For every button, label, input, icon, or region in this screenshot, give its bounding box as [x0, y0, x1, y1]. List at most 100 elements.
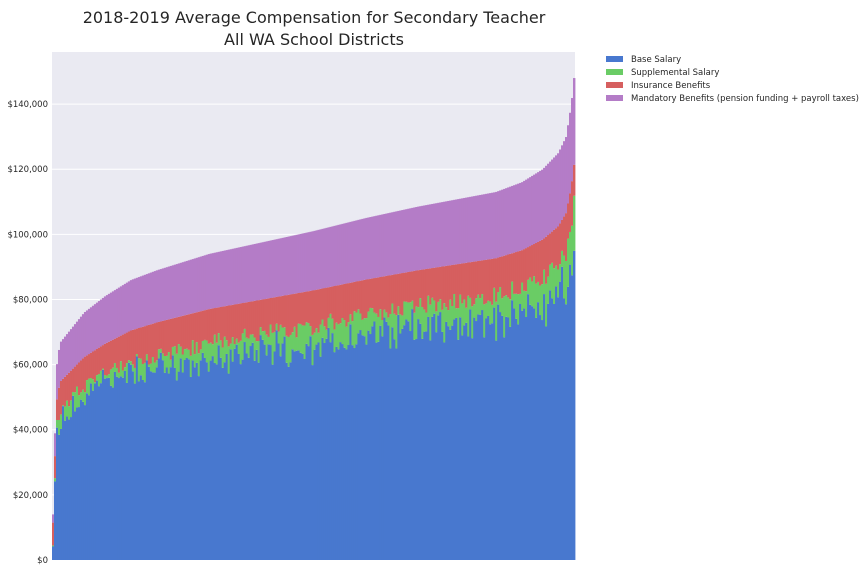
insurance-benefits-segment [311, 290, 314, 335]
supplemental-salary-segment [199, 349, 203, 361]
base-salary-segment [463, 325, 466, 560]
mandatory-benefits-segment [149, 272, 153, 325]
district-bar [399, 210, 402, 560]
insurance-benefits-segment [173, 317, 177, 347]
base-salary-segment [443, 342, 446, 560]
supplemental-salary-segment [435, 311, 438, 333]
insurance-benefits-segment [137, 327, 141, 359]
district-bar [119, 286, 123, 560]
district-bar [403, 209, 406, 560]
insurance-benefits-segment [119, 335, 123, 362]
y-axis-tick-labels: $0 $20,000 $40,000 $60,000 $80,000 $100,000 $1… [7, 100, 48, 566]
district-bar [71, 326, 75, 560]
base-salary-segment [327, 327, 330, 560]
mandatory-benefits-segment [287, 236, 290, 295]
district-bar [161, 268, 165, 560]
supplemental-salary-segment [451, 306, 454, 326]
supplemental-salary-segment [201, 340, 205, 353]
insurance-benefits-segment [65, 374, 69, 401]
insurance-benefits-segment [437, 267, 440, 302]
district-bar [421, 205, 424, 560]
insurance-benefits-segment [103, 343, 107, 376]
district-bar [535, 173, 538, 560]
base-salary-segment [163, 372, 167, 560]
base-salary-segment [415, 339, 418, 560]
supplemental-salary-segment [79, 392, 83, 400]
district-bar [75, 321, 79, 560]
base-salary-segment [567, 286, 570, 560]
insurance-benefits-segment [387, 275, 390, 318]
base-salary-segment [93, 383, 97, 560]
insurance-benefits-segment [211, 308, 215, 345]
district-bar [203, 255, 207, 560]
base-salary-segment [65, 416, 69, 560]
district-bar [501, 189, 504, 560]
base-salary-segment [313, 349, 316, 560]
insurance-benefits-segment [555, 228, 558, 266]
district-bar [313, 230, 316, 560]
supplemental-salary-segment [455, 308, 458, 318]
district-bar [383, 213, 386, 560]
base-salary-segment [79, 399, 83, 560]
insurance-benefits-segment [97, 347, 101, 374]
district-bar [447, 200, 450, 560]
district-bar [83, 311, 87, 560]
district-bar [265, 241, 268, 560]
base-salary-segment [69, 417, 73, 560]
mandatory-benefits-segment [119, 286, 123, 336]
supplemental-salary-segment [453, 294, 456, 320]
supplemental-salary-segment [461, 303, 464, 336]
base-salary-segment [115, 376, 119, 560]
base-salary-segment [501, 315, 504, 560]
district-bar [231, 248, 235, 560]
insurance-benefits-segment [545, 236, 548, 284]
insurance-benefits-segment [63, 376, 67, 407]
mandatory-benefits-segment [215, 252, 219, 308]
mandatory-benefits-segment [487, 193, 490, 260]
y-tick-label: $0 [37, 556, 48, 566]
district-bar [353, 220, 356, 560]
supplemental-salary-segment [229, 343, 233, 350]
supplemental-salary-segment [489, 301, 492, 325]
district-bar [109, 292, 113, 560]
base-salary-segment [495, 340, 498, 560]
base-salary-segment [521, 310, 524, 560]
base-salary-segment [397, 314, 400, 560]
mandatory-benefits-segment [81, 314, 85, 359]
supplemental-salary-segment [315, 328, 318, 345]
insurance-benefits-segment [535, 242, 538, 284]
insurance-benefits-segment [303, 291, 306, 326]
mandatory-benefits-segment [377, 215, 380, 278]
district-bar [329, 226, 332, 560]
supplemental-salary-segment [369, 307, 372, 335]
base-salary-segment [509, 326, 512, 560]
supplemental-salary-segment [429, 304, 432, 341]
district-bar [517, 183, 520, 560]
base-salary-segment [205, 362, 209, 560]
base-salary-segment [373, 321, 376, 560]
mandatory-benefits-segment [347, 222, 350, 284]
mandatory-benefits-segment [369, 217, 372, 279]
district-bar [285, 237, 288, 560]
mandatory-benefits-segment [341, 223, 344, 285]
base-salary-segment [355, 344, 358, 560]
base-salary-segment [499, 312, 502, 560]
insurance-benefits-segment [253, 300, 257, 338]
district-bar [343, 223, 346, 560]
insurance-benefits-segment [501, 256, 504, 299]
supplemental-salary-segment [271, 332, 274, 365]
supplemental-salary-segment [381, 319, 384, 337]
district-bar [455, 199, 458, 560]
supplemental-salary-segment [569, 231, 572, 265]
base-salary-segment [52, 546, 55, 560]
district-bar [487, 193, 490, 560]
insurance-benefits-segment [225, 305, 229, 341]
mandatory-benefits-segment [71, 326, 75, 369]
supplemental-salary-segment [127, 360, 131, 363]
district-bar [503, 188, 506, 560]
mandatory-benefits-segment [79, 316, 83, 361]
district-bar [367, 217, 370, 560]
supplemental-salary-segment [243, 328, 247, 343]
district-bar [395, 211, 398, 560]
district-bar [77, 319, 81, 560]
